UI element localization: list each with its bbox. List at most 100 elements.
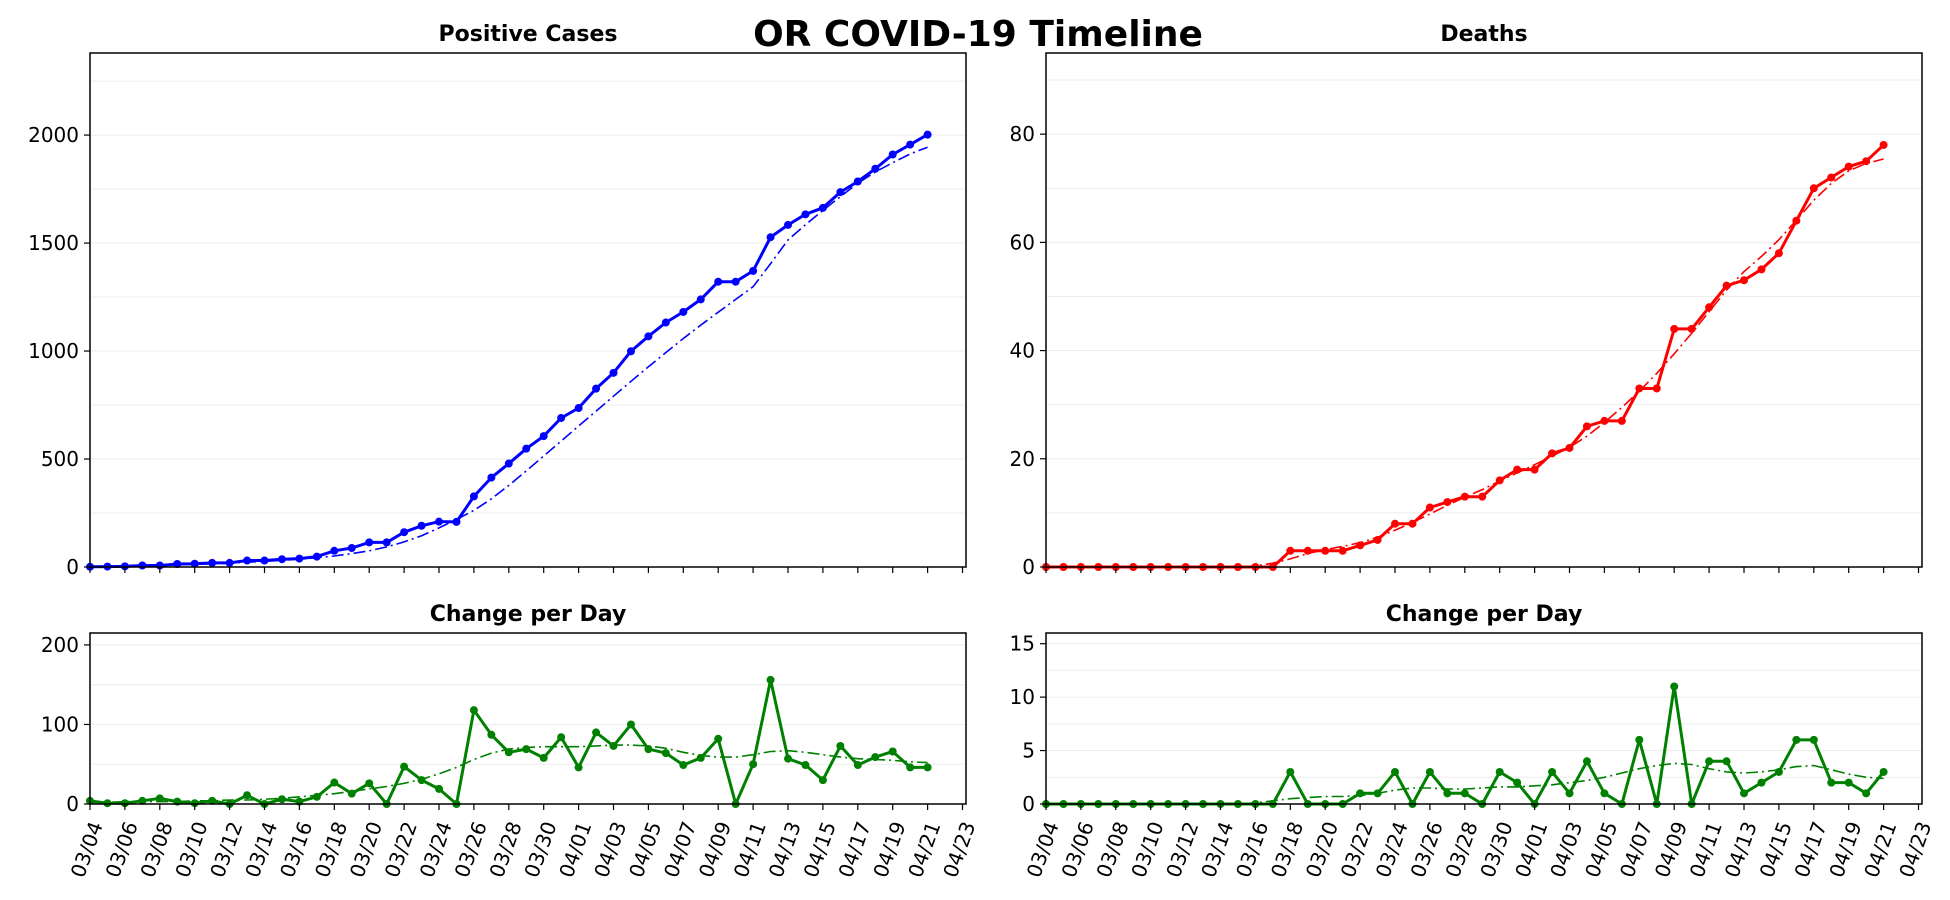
positive-change-data-point xyxy=(888,747,897,756)
positive-change-data-point xyxy=(836,741,845,750)
positive-cases-data-point xyxy=(766,233,775,242)
deaths-change-ytick-label: 5 xyxy=(1022,739,1035,763)
positive-cases-data-point xyxy=(906,140,915,149)
positive-cases-data-point xyxy=(923,130,932,139)
deaths-change-data-point xyxy=(1722,757,1731,766)
positive-cases-data-point xyxy=(382,538,391,547)
positive-cases-data-point xyxy=(592,384,601,393)
deaths-axes-frame xyxy=(1045,52,1923,568)
positive-change-data-point xyxy=(155,794,164,803)
deaths-change-data-point xyxy=(1565,789,1574,798)
positive-change-data-point xyxy=(626,720,635,729)
deaths-data-point xyxy=(1705,303,1714,312)
deaths-ytick-label: 20 xyxy=(1010,447,1035,471)
deaths-data-point xyxy=(1321,546,1330,555)
positive-cases-data-point xyxy=(714,277,723,286)
positive-cases-data-point xyxy=(609,368,618,377)
positive-change-data-point xyxy=(784,754,793,763)
deaths-change-data-point xyxy=(1548,767,1557,776)
positive-change-ytick-label: 0 xyxy=(66,792,79,816)
positive-cases-ytick-label: 2000 xyxy=(28,123,79,147)
positive-change-title: Change per Day xyxy=(430,602,627,627)
deaths-data-point xyxy=(1809,184,1818,193)
deaths-data-point xyxy=(1774,249,1783,258)
deaths-change-axes-frame xyxy=(1045,632,1923,805)
positive-change-trend-line xyxy=(90,744,928,804)
deaths-change-data-point xyxy=(1670,682,1679,691)
deaths-data-point xyxy=(1425,503,1434,512)
positive-cases-data-point xyxy=(400,528,409,537)
positive-change-data-point xyxy=(277,795,286,804)
positive-change-data-point xyxy=(469,706,478,715)
deaths-data-point xyxy=(1530,465,1539,474)
positive-cases-data-point xyxy=(487,473,496,482)
deaths-change-ytick-label: 10 xyxy=(1010,685,1035,709)
positive-cases-data-point xyxy=(557,413,566,422)
positive-change-data-point xyxy=(400,762,409,771)
deaths-change-data-point xyxy=(1460,789,1469,798)
positive-change-data-point xyxy=(243,791,252,800)
positive-change-data-point xyxy=(208,796,217,805)
deaths-data-point xyxy=(1740,276,1749,285)
figure-title: OR COVID-19 Timeline xyxy=(753,14,1203,55)
positive-change-data-point xyxy=(330,778,339,787)
positive-cases-trend-line xyxy=(89,146,928,568)
deaths-ytick-label: 80 xyxy=(1010,122,1035,146)
deaths-data-point xyxy=(1548,449,1557,458)
positive-change-data-point xyxy=(190,799,199,808)
positive-change-data-point xyxy=(609,741,618,750)
deaths-change-data-point xyxy=(1582,757,1591,766)
deaths-data-point xyxy=(1443,498,1452,507)
deaths-data-point xyxy=(1687,324,1696,333)
deaths-data-point xyxy=(1338,546,1347,555)
deaths-data-point xyxy=(1635,384,1644,393)
deaths-change-data-point xyxy=(1844,778,1853,787)
positive-cases-data-point xyxy=(522,444,531,453)
positive-cases-data-point xyxy=(539,432,548,441)
positive-change-data-point xyxy=(435,784,444,793)
positive-change-data-point xyxy=(103,799,112,808)
positive-cases-data-point xyxy=(435,517,444,526)
positive-cases-data-point xyxy=(818,203,827,212)
positive-change-data-point xyxy=(679,761,688,770)
positive-cases-data-point xyxy=(731,277,740,286)
deaths-change-data-point xyxy=(1862,789,1871,798)
deaths-change-data-point xyxy=(1286,767,1295,776)
positive-cases-ytick-label: 1000 xyxy=(28,339,79,363)
deaths-change-data-point xyxy=(1513,778,1522,787)
deaths-title: Deaths xyxy=(1440,22,1527,47)
deaths-change-data-point xyxy=(1827,778,1836,787)
positive-cases-data-point xyxy=(504,459,513,468)
positive-change-ytick-label: 100 xyxy=(41,712,79,736)
deaths-data-point xyxy=(1844,162,1853,171)
deaths-data-point xyxy=(1478,492,1487,501)
positive-cases-data-point xyxy=(330,546,339,555)
deaths-data-point xyxy=(1757,265,1766,274)
deaths-change-data-point xyxy=(1495,767,1504,776)
deaths-change-ytick-label: 15 xyxy=(1010,632,1035,656)
deaths-ytick-label: 0 xyxy=(1022,555,1035,579)
deaths-change-data-point xyxy=(1391,767,1400,776)
positive-change-data-point xyxy=(853,761,862,770)
positive-change-data-point xyxy=(592,728,601,737)
deaths-data-point xyxy=(1722,281,1731,290)
positive-change-data-point xyxy=(557,733,566,742)
deaths-data-point xyxy=(1600,416,1609,425)
positive-change-data-point xyxy=(365,779,374,788)
deaths-change-data-point xyxy=(1740,789,1749,798)
positive-cases-data-point xyxy=(626,347,635,356)
positive-cases-ytick-label: 500 xyxy=(41,447,79,471)
positive-cases-data-point xyxy=(853,177,862,186)
positive-change-data-point xyxy=(923,763,932,772)
deaths-change-ytick-label: 0 xyxy=(1022,792,1035,816)
deaths-change-data-point xyxy=(1879,767,1888,776)
deaths-data-point xyxy=(1286,546,1295,555)
positive-change-data-point xyxy=(801,761,810,770)
positive-cases-data-point xyxy=(888,150,897,159)
positive-cases-data-point xyxy=(644,332,653,341)
positive-cases-data-point xyxy=(417,521,426,530)
deaths-change-data-point xyxy=(1443,789,1452,798)
positive-cases-data-point xyxy=(801,210,810,219)
